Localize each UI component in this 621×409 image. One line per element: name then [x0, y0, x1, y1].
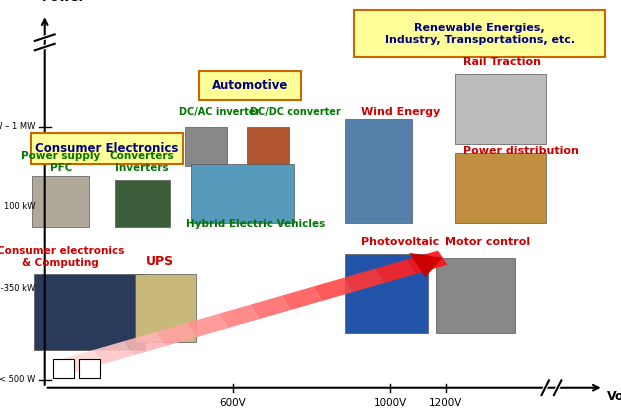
FancyArrow shape: [250, 296, 291, 319]
Bar: [345, 254, 428, 333]
FancyArrow shape: [188, 314, 229, 337]
Text: DC/DC converter: DC/DC converter: [250, 107, 341, 117]
Text: Power distribution: Power distribution: [463, 146, 579, 156]
Text: DC/AC inverter: DC/AC inverter: [178, 107, 260, 117]
Text: Consumer electronics
& Computing: Consumer electronics & Computing: [0, 246, 125, 268]
Text: Motor control: Motor control: [445, 238, 530, 247]
Bar: [79, 359, 100, 378]
Bar: [247, 127, 289, 166]
Text: 30-350 kW: 30-350 kW: [0, 284, 35, 293]
FancyArrow shape: [62, 350, 103, 373]
FancyBboxPatch shape: [31, 133, 183, 164]
FancyArrow shape: [409, 253, 443, 277]
FancyArrow shape: [376, 260, 416, 283]
Text: Photovoltaic: Photovoltaic: [361, 238, 440, 247]
Bar: [135, 274, 196, 342]
FancyArrow shape: [156, 323, 197, 346]
FancyArrow shape: [407, 251, 448, 274]
Text: 100 kW: 100 kW: [4, 202, 35, 211]
Text: Rail Traction: Rail Traction: [463, 58, 541, 67]
FancyArrow shape: [125, 332, 166, 355]
Text: Power supply
PFC: Power supply PFC: [21, 151, 101, 173]
FancyArrow shape: [219, 305, 260, 328]
Text: UPS: UPS: [146, 255, 175, 268]
FancyBboxPatch shape: [199, 71, 301, 100]
Text: Power: Power: [42, 0, 85, 4]
Bar: [34, 274, 145, 350]
Text: Hybrid Electric Vehicles: Hybrid Electric Vehicles: [186, 219, 325, 229]
Text: < 500 W: < 500 W: [0, 375, 35, 384]
Text: Converters
Inverters: Converters Inverters: [109, 151, 174, 173]
Text: Automotive: Automotive: [212, 79, 288, 92]
FancyArrow shape: [94, 341, 134, 364]
FancyBboxPatch shape: [354, 10, 605, 57]
Text: Consumer Electronics: Consumer Electronics: [35, 142, 179, 155]
Bar: [191, 164, 294, 223]
Bar: [115, 180, 170, 227]
Text: 1000V: 1000V: [373, 398, 407, 408]
Bar: [53, 359, 74, 378]
Bar: [436, 258, 515, 333]
Bar: [455, 153, 546, 223]
FancyArrow shape: [281, 287, 322, 310]
Text: Wind Energy: Wind Energy: [361, 107, 441, 117]
Text: Renewable Energies,
Industry, Transportations, etc.: Renewable Energies, Industry, Transporta…: [384, 23, 575, 45]
Text: Voltage: Voltage: [607, 390, 621, 403]
FancyArrow shape: [313, 278, 353, 301]
Text: 100 kW – 1 MW: 100 kW – 1 MW: [0, 122, 35, 131]
Bar: [345, 119, 412, 223]
Bar: [32, 176, 89, 227]
Bar: [455, 74, 546, 144]
FancyArrow shape: [344, 269, 385, 292]
Bar: [185, 127, 227, 166]
Text: 1200V: 1200V: [429, 398, 463, 408]
Text: 600V: 600V: [219, 398, 247, 408]
